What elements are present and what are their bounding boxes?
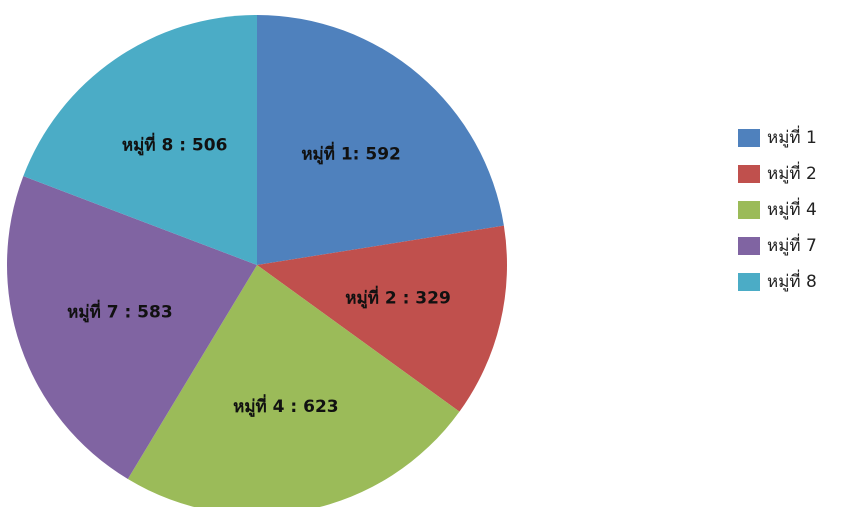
legend-swatch-group-7 xyxy=(738,237,760,255)
legend-label-group-2: หมู่ที่ 2 xyxy=(767,161,817,184)
slice-label-group-1: หมู่ที่ 1: 592 xyxy=(301,142,401,166)
pie-slices xyxy=(6,15,508,507)
pie-slice-group-8 xyxy=(23,15,258,265)
pie-slice-group-7 xyxy=(6,176,257,480)
slice-label-group-8: หมู่ที่ 8 : 506 xyxy=(122,133,228,157)
legend: หมู่ที่ 1 หมู่ที่ 2 หมู่ที่ 4 หมู่ที่ 7 หมู่… xyxy=(738,125,817,292)
legend-label-group-7: หมู่ที่ 7 xyxy=(767,233,817,256)
legend-label-group-1: หมู่ที่ 1 xyxy=(767,125,817,148)
slice-label-group-4: หมู่ที่ 4 : 623 xyxy=(233,394,339,418)
legend-label-group-4: หมู่ที่ 4 xyxy=(767,197,817,220)
slice-label-group-2: หมู่ที่ 2 : 329 xyxy=(345,286,451,310)
slice-labels: หมู่ที่ 1: 592 หมู่ที่ 2 : 329 หมู่ที่ 4 :… xyxy=(67,133,451,418)
pie-slice-group-4 xyxy=(127,265,460,507)
pie-slice-group-2 xyxy=(257,225,508,412)
legend-swatch-group-1 xyxy=(738,129,760,147)
legend-label-group-8: หมู่ที่ 8 xyxy=(767,269,817,292)
slice-label-group-7: หมู่ที่ 7 : 583 xyxy=(67,299,173,323)
pie-slice-group-1 xyxy=(257,15,504,265)
legend-swatch-group-2 xyxy=(738,165,760,183)
legend-swatch-group-4 xyxy=(738,201,760,219)
legend-swatch-group-8 xyxy=(738,273,760,291)
